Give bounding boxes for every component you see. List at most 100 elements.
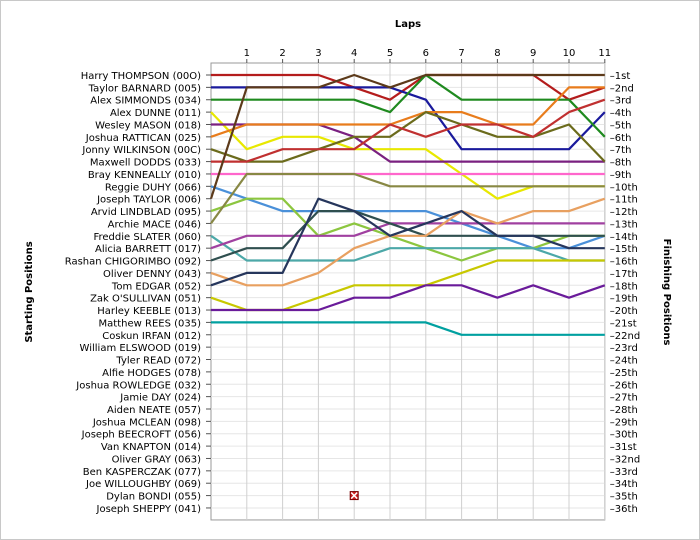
starting-position-label: Coskun IRFAN (012)	[102, 331, 201, 342]
starting-position-label: William ELSWOOD (019)	[80, 343, 202, 354]
finishing-position-label: –7th	[610, 145, 632, 156]
finishing-position-label: –30th	[610, 430, 638, 441]
starting-position-label: Joshua RATTICAN (025)	[85, 133, 201, 144]
series-line	[211, 98, 606, 163]
finishing-position-label: –20th	[610, 306, 638, 317]
x-tick-label: 1	[244, 48, 250, 59]
retired-marker-cross	[350, 492, 358, 500]
finishing-position-label: –25th	[610, 368, 638, 379]
finishing-position-label: –5th	[610, 120, 632, 131]
finishing-position-label: –2nd	[610, 83, 634, 94]
series-lines	[209, 73, 606, 336]
finishing-position-label: –15th	[610, 244, 638, 255]
series-line	[211, 73, 606, 138]
finishing-position-label: –14th	[610, 232, 638, 243]
starting-position-label: Oliver GRAY (063)	[112, 454, 201, 465]
starting-position-label: Aiden NEATE (057)	[107, 405, 201, 416]
finishing-position-label: –6th	[610, 133, 632, 144]
y-axis-left-label: Starting Positions	[24, 241, 35, 342]
series-line	[210, 234, 605, 262]
finishing-position-label: –3rd	[610, 96, 632, 107]
starting-position-label: Tyler READ (072)	[115, 356, 201, 367]
series-line	[210, 172, 605, 225]
finishing-position-label: –23rd	[610, 343, 638, 354]
series-line	[210, 197, 605, 287]
starting-position-label: Jonny WILKINSON (00C)	[81, 145, 201, 156]
x-tick-label: 3	[315, 48, 321, 59]
finishing-position-label: –8th	[610, 158, 632, 169]
finishing-position-label: –24th	[610, 356, 638, 367]
finishing-position-label: –13th	[610, 219, 638, 230]
finishing-position-label: –31st	[610, 442, 637, 453]
series-line	[210, 197, 606, 287]
series-line	[210, 185, 606, 250]
starting-position-label: Alex DUNNE (011)	[110, 108, 201, 119]
series-line	[210, 197, 605, 262]
starting-position-label: Harley KEEBLE (013)	[97, 306, 201, 317]
starting-position-label: Taylor BARNARD (005)	[88, 83, 201, 94]
starting-position-label: Tom EDGAR (052)	[111, 281, 201, 292]
finishing-position-label: –12th	[610, 207, 638, 218]
x-tick-label: 4	[351, 48, 357, 59]
chart-title: Laps	[395, 19, 421, 30]
starting-position-label: Archie MACE (046)	[108, 219, 201, 230]
x-tick-label: 7	[458, 48, 464, 59]
finishing-position-label: –22nd	[610, 331, 640, 342]
starting-position-label: Joshua ROWLEDGE (032)	[75, 380, 201, 391]
y-axis-right-label: Finishing Positions	[661, 239, 672, 346]
starting-position-label: Joseph TAYLOR (006)	[96, 195, 201, 206]
x-tick-label: 10	[563, 48, 576, 59]
starting-position-label: Matthew REES (035)	[99, 318, 202, 329]
finishing-position-label: –4th	[610, 108, 632, 119]
starting-position-label: Oliver DENNY (043)	[103, 269, 201, 280]
finishing-position-labels: –1st–2nd –3rd–4th–5th –6th–7th –8th–9th–10t…	[610, 71, 640, 515]
starting-position-label: Alicia BARRETT (017)	[95, 244, 201, 255]
finishing-position-label: –11th	[610, 195, 638, 206]
starting-position-label: Rashan CHIGORIMBO (092)	[65, 257, 201, 268]
series-line	[211, 321, 605, 336]
starting-position-label: Zak O'SULLIVAN (051)	[90, 294, 201, 305]
starting-position-label: Joe WILLOUGHBY (069)	[85, 479, 201, 490]
x-tick-label: 11	[598, 48, 611, 59]
starting-position-label: Joseph SHEPPY (041)	[96, 504, 202, 515]
finishing-position-label: –18th	[610, 281, 638, 292]
starting-position-labels: Harry THOMPSON (00O)Taylor BARNARD (005)…	[65, 71, 211, 515]
finishing-position-label: –16th	[610, 257, 638, 268]
series-line	[210, 110, 606, 163]
starting-position-label: Van KNAPTON (014)	[101, 442, 201, 453]
retired-marker	[349, 491, 359, 501]
finishing-position-label: –32nd	[610, 454, 640, 465]
finishing-position-label: –10th	[610, 182, 638, 193]
starting-position-label: Bray KENNEALLY (010)	[88, 170, 201, 181]
series-line	[209, 73, 605, 200]
series-line	[210, 86, 605, 138]
finishing-position-label: –9th	[610, 170, 632, 181]
finishing-position-label: –1st	[610, 71, 631, 82]
finishing-position-label: –36th	[610, 504, 638, 515]
x-tick-label: 6	[423, 48, 429, 59]
x-tick-label: 2	[279, 48, 285, 59]
series-line	[211, 284, 606, 312]
starting-position-label: Joseph BEECROFT (056)	[81, 430, 201, 441]
starting-position-label: Joshua MCLEAN (098)	[92, 417, 201, 428]
starting-position-label: Jamie DAY (024)	[119, 393, 201, 404]
finishing-position-label: –28th	[610, 405, 638, 416]
x-tick-label: 9	[530, 48, 536, 59]
starting-position-label: Maxwell DODDS (033)	[90, 158, 201, 169]
starting-position-label: Ben KASPERCZAK (077)	[83, 467, 201, 478]
starting-position-label: Arvid LINDBLAD (095)	[91, 207, 201, 218]
starting-position-label: Reggie DUHY (066)	[105, 182, 201, 193]
finishing-position-label: –17th	[610, 269, 638, 280]
starting-position-label: Alex SIMMONDS (034)	[90, 96, 201, 107]
starting-position-label: Alfie HODGES (078)	[102, 368, 201, 379]
finishing-position-label: –26th	[610, 380, 638, 391]
starting-position-label: Freddie SLATER (060)	[93, 232, 201, 243]
finishing-position-label: –34th	[610, 479, 638, 490]
x-tick-label: 8	[494, 48, 500, 59]
finishing-position-label: –19th	[610, 294, 638, 305]
finishing-position-label: –21st	[610, 318, 637, 329]
x-tick-label: 5	[387, 48, 393, 59]
starting-position-label: Harry THOMPSON (00O)	[81, 71, 201, 82]
starting-position-label: Dylan BONDI (055)	[106, 492, 201, 503]
